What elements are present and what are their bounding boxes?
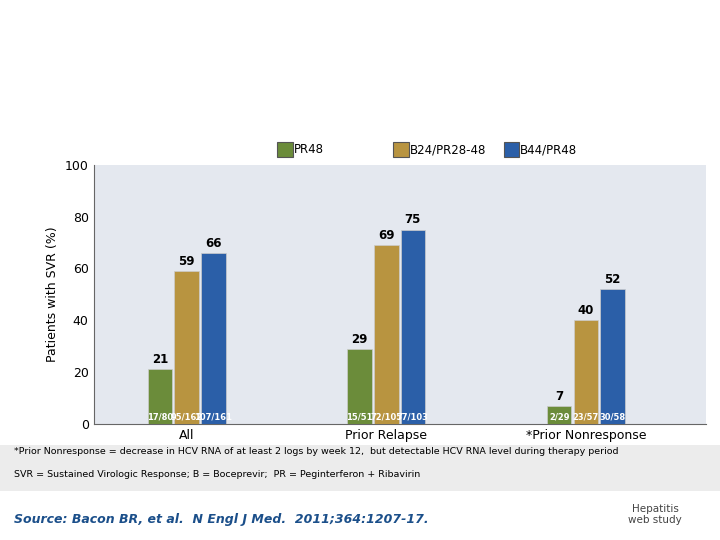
Text: 72/105: 72/105 [370,413,402,421]
Text: 52: 52 [604,273,621,286]
Text: 2/29: 2/29 [549,413,570,421]
Bar [174,271,199,424]
Text: 59: 59 [179,255,195,268]
Bar [547,406,572,424]
Text: 95/162: 95/162 [171,413,203,421]
Bar [0,445,720,491]
Bar [600,289,625,424]
Text: 29: 29 [351,333,368,346]
Text: *Prior Nonresponse = decrease in HCV RNA of at least 2 logs by week 12,  but det: *Prior Nonresponse = decrease in HCV RNA… [14,447,619,456]
Text: B44/PR48: B44/PR48 [520,143,577,157]
Text: Source: Bacon BR, et al.  N Engl J Med.  2011;364:1207-17.: Source: Bacon BR, et al. N Engl J Med. 2… [14,512,429,525]
Text: SVR = Sustained Virologic Response; B = Boceprevir;  PR = Peginterferon + Ribavi: SVR = Sustained Virologic Response; B = … [14,470,420,480]
Bar [504,143,519,157]
Y-axis label: Patients with SVR (%): Patients with SVR (%) [46,226,59,362]
Text: Hepatitis
web study: Hepatitis web study [629,504,682,525]
Bar [277,143,292,157]
Text: 23/57: 23/57 [572,413,599,421]
Text: PR48: PR48 [294,143,324,157]
Text: 30/58: 30/58 [600,413,626,421]
Bar [374,245,399,424]
Bar [574,320,598,424]
Text: Boceprevir for Retreatment of HCV Genotype 1 Infection: Boceprevir for Retreatment of HCV Genoty… [48,31,672,51]
Bar [400,230,425,424]
Bar [348,349,372,424]
Text: 69: 69 [378,229,395,242]
Text: 75: 75 [405,213,421,226]
Text: 7: 7 [555,390,563,403]
Text: B24/PR28-48: B24/PR28-48 [410,143,487,157]
Bar [201,253,225,424]
Bar [394,143,409,157]
Bar [148,369,172,424]
Text: 21: 21 [152,353,168,366]
Text: RESPOND-2 Trial: Results: RESPOND-2 Trial: Results [222,71,498,91]
Text: 40: 40 [577,304,594,317]
Text: 66: 66 [205,237,222,249]
Text: 107/161: 107/161 [194,413,233,421]
Text: 77/103: 77/103 [397,413,429,421]
Text: 15/51: 15/51 [346,413,373,421]
Text: 17/80: 17/80 [147,413,174,421]
Text: RESPOND-2: SVR 24 by Prior Response and Regimen: RESPOND-2: SVR 24 by Prior Response and … [135,113,585,128]
